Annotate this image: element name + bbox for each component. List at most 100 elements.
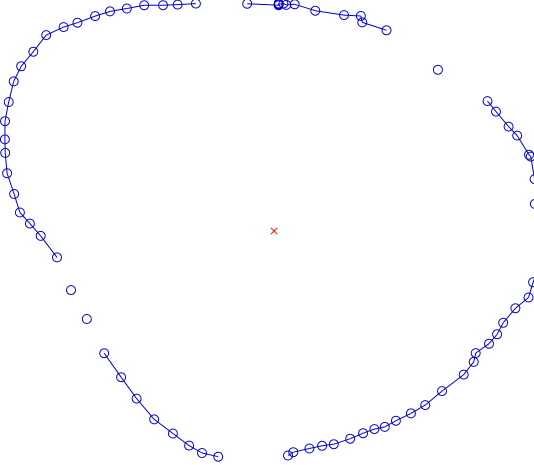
data-point [357, 17, 368, 28]
data-point [16, 61, 27, 72]
data-point [242, 0, 253, 9]
ring-segment [395, 412, 412, 422]
data-point [381, 25, 392, 36]
ring-segment [8, 81, 15, 103]
ring-segment [109, 8, 127, 12]
data-point [482, 96, 493, 107]
ring-segment [153, 419, 174, 434]
data-point [41, 30, 52, 41]
data-point [149, 414, 160, 425]
data-point [213, 451, 224, 462]
data-point [525, 151, 534, 162]
data-point [529, 174, 534, 185]
data-point [310, 5, 321, 16]
data-point [528, 277, 534, 288]
data-point [52, 252, 62, 263]
data-point [121, 3, 132, 14]
ring-segment [463, 361, 475, 375]
data-point [273, 0, 284, 10]
ring-segment [410, 404, 426, 414]
ring-segment [350, 432, 364, 440]
data-point [283, 450, 293, 461]
data-point [2, 168, 13, 179]
ring-segment [384, 420, 397, 428]
data-point [304, 443, 315, 454]
ring-segment [177, 3, 196, 6]
ring-segment [6, 173, 15, 195]
data-point [498, 317, 509, 328]
data-point [491, 106, 501, 117]
data-point [523, 292, 534, 303]
data-point [0, 134, 10, 145]
ring-segment [4, 101, 10, 122]
data-point [172, 0, 183, 10]
ring-segment [516, 135, 530, 156]
ring-segment [126, 4, 145, 9]
data-point [288, 447, 299, 458]
data-point [99, 348, 110, 359]
data-point [358, 428, 369, 439]
ring-segment [45, 26, 64, 36]
data-point [355, 11, 366, 21]
data-point [492, 329, 503, 340]
data-point [167, 428, 178, 439]
ring-segment [362, 21, 387, 31]
center-x-stroke [270, 227, 278, 235]
data-point [72, 17, 83, 28]
ring-segment [360, 15, 363, 23]
data-point [105, 6, 115, 17]
ring-segment [508, 126, 518, 136]
data-point [66, 285, 76, 296]
ring-segment [13, 193, 21, 213]
ring-segment [32, 34, 47, 53]
ring-segment [424, 390, 443, 406]
data-point [184, 440, 195, 451]
data-point [9, 189, 20, 199]
data-point [529, 198, 534, 209]
ring-segment [63, 22, 78, 28]
data-point [14, 207, 25, 218]
ring-segment [162, 4, 178, 6]
data-point [3, 97, 14, 107]
ring-connection-lines [4, 3, 534, 458]
ring-segment [333, 438, 351, 445]
ring-segment [488, 333, 498, 345]
data-point [158, 0, 168, 11]
data-point [131, 393, 142, 404]
data-point [0, 147, 11, 158]
ring-segment [287, 451, 294, 456]
data-point [510, 303, 521, 314]
data-point [197, 448, 207, 458]
data-point [458, 369, 469, 380]
data-point [405, 408, 416, 419]
data-point [28, 46, 39, 57]
data-point [281, 0, 292, 10]
data-point [503, 121, 514, 132]
data-point [512, 130, 523, 141]
data-point [468, 356, 479, 367]
data-point [35, 230, 46, 241]
data-point [339, 10, 349, 21]
ring-segment [496, 322, 504, 335]
center-marker [270, 227, 278, 235]
data-point [0, 116, 10, 127]
ring-segment [528, 154, 532, 157]
data-point [90, 11, 101, 22]
data-point [390, 415, 401, 426]
ring-segment [201, 452, 219, 458]
ring-segment [13, 66, 22, 82]
data-point [8, 76, 19, 87]
data-point [116, 372, 127, 383]
ring-segment [487, 100, 497, 112]
ring-segment [309, 445, 323, 449]
ring-segment [20, 51, 34, 67]
ring-segment [343, 14, 361, 17]
data-point [289, 0, 300, 10]
data-point [369, 424, 380, 435]
ring-segment [515, 297, 529, 309]
ring-segment [172, 433, 190, 447]
ring-segment [247, 3, 279, 6]
ring-segment [94, 10, 111, 17]
